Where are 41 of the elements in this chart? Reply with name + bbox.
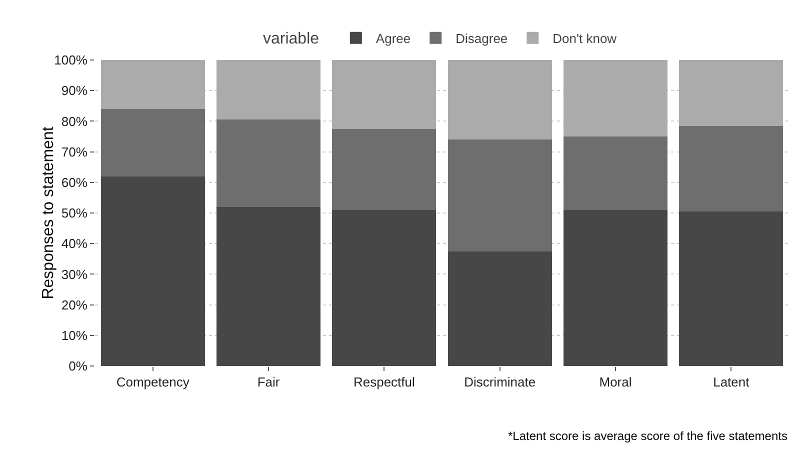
x-tick-label: Latent [713,374,750,390]
legend-label: Disagree [456,30,508,46]
bar [332,60,436,129]
bar [216,60,321,120]
y-tick-label: 60% [61,174,88,190]
y-tick-label: 10% [61,328,88,343]
y-tick-label: 70% [61,144,88,160]
bar [448,60,552,140]
x-tick-label: Respectful [353,374,415,390]
bar [100,176,205,366]
legend-title: variable [263,30,328,48]
bar [332,128,436,210]
y-tick-label: 100% [54,52,88,68]
x-tick-label: Moral [599,374,632,390]
bar [448,140,552,252]
y-axis-title: Responses to statement [40,126,57,300]
y-tick-label: 50% [61,206,88,221]
bar [216,120,321,207]
x-tick-label: Competency [116,374,190,390]
legend-label: Don't know [552,30,618,46]
bar [563,210,668,366]
y-tick-label: 20% [61,297,88,312]
bar [332,210,436,366]
text: *Latent score is average score of the five statements [508,429,788,443]
legend-label: Agree [376,30,411,46]
y-tick-label: 40% [61,236,88,252]
x-tick-label: Discriminate [464,374,536,390]
y-tick-label: 80% [61,114,88,129]
y-tick-label: 30% [61,266,88,282]
bar [216,206,321,366]
bar [679,126,784,212]
x-tick-label: Fair [257,374,280,390]
bar [563,136,668,210]
bar [100,60,205,109]
bar [679,211,784,366]
bar [679,60,784,126]
bar [448,251,552,366]
y-tick-label: 90% [61,83,88,98]
bar [563,60,668,136]
y-tick-label: 0% [68,358,88,374]
bar [100,108,205,176]
